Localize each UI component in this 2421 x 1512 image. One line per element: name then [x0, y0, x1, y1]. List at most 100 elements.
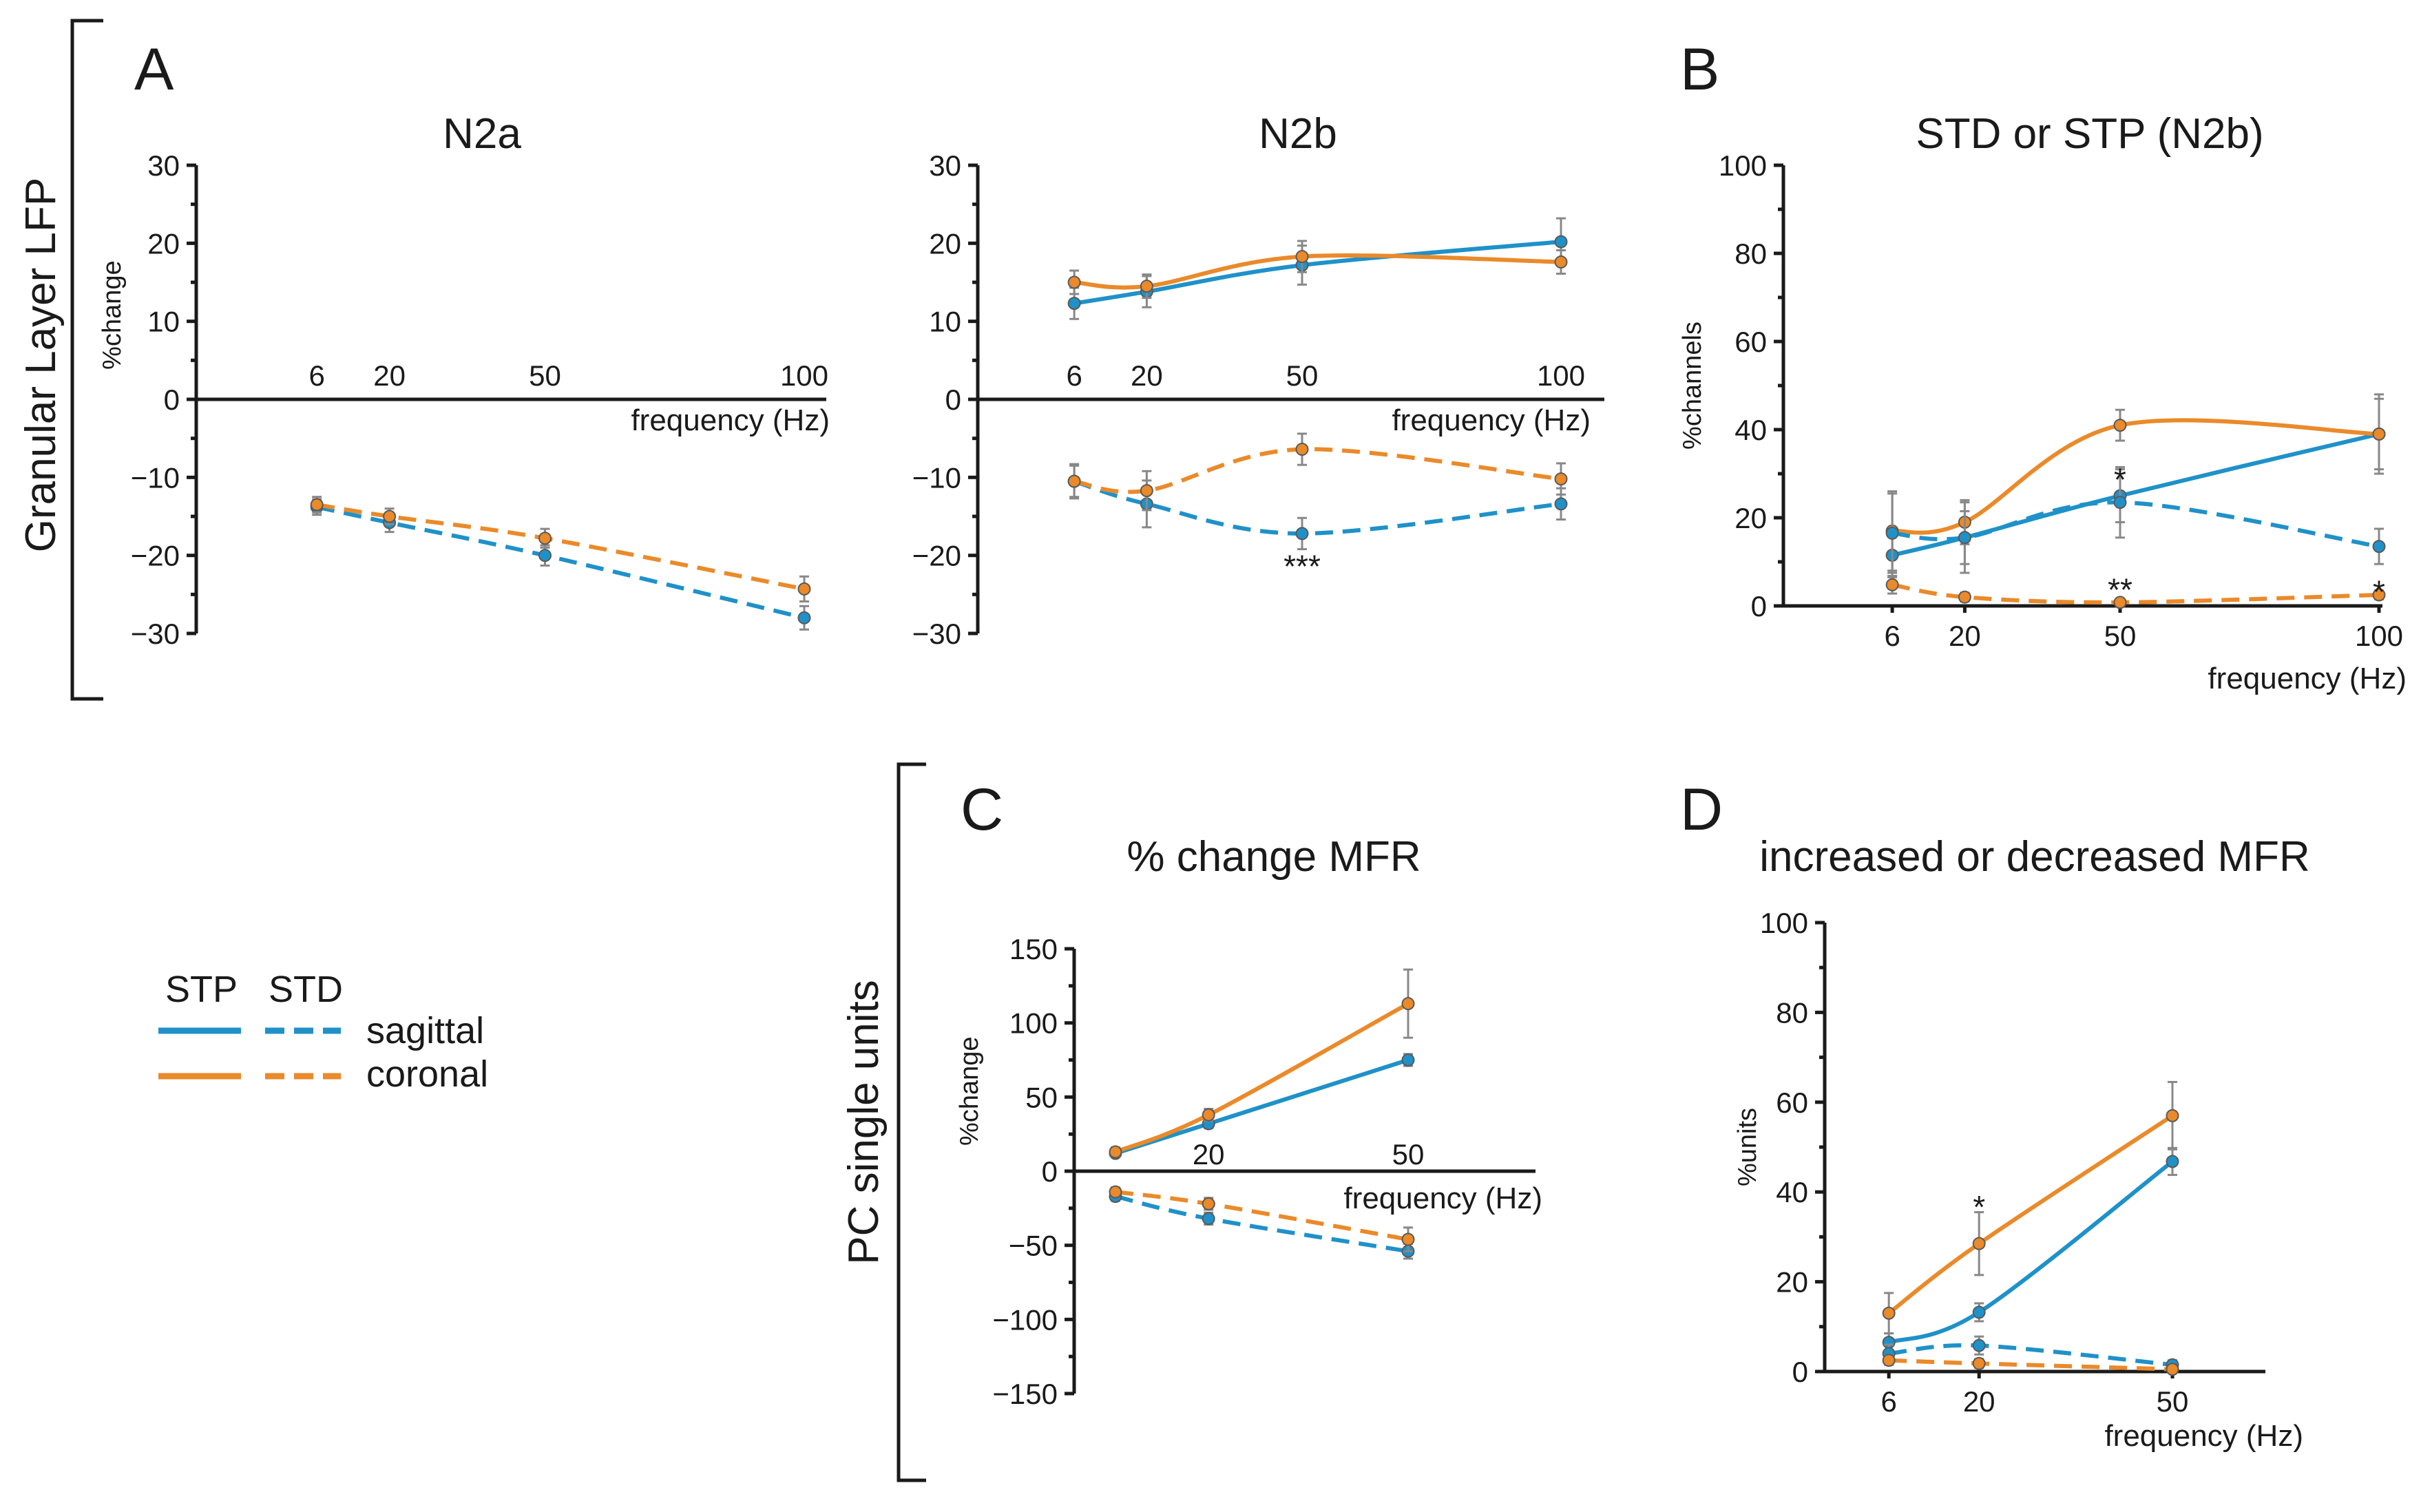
data-point: [797, 611, 811, 624]
data-point: [538, 532, 552, 545]
y-tick-label: 100: [1009, 1007, 1058, 1040]
series-line: [1888, 1159, 2174, 1345]
granular-group-label: Granular Layer LFP: [17, 178, 65, 552]
series-line: [1891, 418, 2380, 535]
data-point: [1958, 531, 1971, 545]
x-axis-label: frequency (Hz): [2104, 1419, 2303, 1453]
significance-marker: *: [2373, 574, 2385, 610]
x-axis-label: frequency (Hz): [2208, 662, 2407, 695]
x-tick-label: 20: [1963, 1385, 1995, 1418]
series-std-coronal: [1109, 1185, 1415, 1252]
panel-letter: B: [1680, 36, 1719, 103]
legend-sagittal-label: sagittal: [366, 1010, 484, 1051]
significance-marker: ***: [1283, 548, 1321, 584]
y-tick-label: 40: [1734, 414, 1767, 446]
data-point: [1109, 1145, 1122, 1159]
x-tick-label: 6: [1884, 620, 1900, 652]
y-tick-label: −30: [912, 618, 961, 650]
y-axis-label: %change: [98, 260, 127, 369]
y-tick-label: 30: [147, 149, 180, 182]
data-point: [2372, 427, 2386, 441]
data-point: [1972, 1237, 1986, 1250]
x-tick-label: 100: [780, 359, 828, 392]
panel-letter: D: [1680, 777, 1723, 843]
data-point: [1972, 1356, 1986, 1370]
series-std-coronal: [310, 496, 811, 603]
y-tick-label: −20: [912, 540, 961, 572]
legend: STP STD sagittal coronal: [158, 969, 488, 1095]
pc-group-label: PC single units: [840, 980, 888, 1265]
data-point: [538, 549, 552, 563]
x-tick-label: 20: [373, 359, 406, 392]
y-tick-label: 10: [929, 306, 961, 338]
x-axis-label: frequency (Hz): [1392, 403, 1591, 437]
y-tick-label: 80: [1776, 996, 1808, 1029]
series-line: [1115, 1058, 1409, 1156]
y-tick-label: 0: [945, 384, 961, 416]
y-tick-label: −10: [912, 461, 961, 494]
y-tick-label: 0: [1042, 1155, 1058, 1188]
y-tick-label: 100: [1760, 907, 1808, 939]
data-point: [1401, 1053, 1415, 1067]
chart-title: N2b: [1259, 110, 1337, 158]
data-point: [1109, 1185, 1122, 1199]
data-point: [1140, 484, 1153, 498]
data-point: [2113, 419, 2127, 432]
data-point: [2113, 496, 2127, 510]
series-stp-coronal: [1067, 240, 1568, 300]
series-stp-sagittal: [1882, 1146, 2179, 1353]
y-tick-label: 150: [1009, 933, 1058, 965]
x-tick-label: 50: [1286, 359, 1319, 392]
series-stp-coronal: [1885, 397, 2386, 572]
y-tick-label: 0: [164, 384, 180, 416]
y-tick-label: 20: [147, 227, 180, 260]
x-tick-label: 6: [309, 359, 325, 392]
y-axis-label: %channels: [1678, 322, 1707, 450]
x-tick-label: 6: [1880, 1385, 1896, 1418]
series-stp-sagittal: [1067, 217, 1568, 320]
y-tick-label: 20: [1734, 502, 1767, 534]
granular-bracket: [70, 19, 103, 701]
y-tick-label: 30: [929, 149, 961, 182]
data-point: [1295, 250, 1309, 264]
legend-coronal-label: coronal: [366, 1053, 488, 1095]
x-tick-label: 50: [1392, 1138, 1425, 1170]
series-std-coronal: [1882, 1354, 2179, 1376]
data-point: [1067, 297, 1081, 311]
panel-letter: C: [961, 777, 1003, 843]
y-tick-label: 40: [1776, 1176, 1808, 1208]
x-tick-label: 6: [1066, 359, 1082, 392]
series-stp-sagittal: [1109, 1053, 1415, 1160]
data-point: [1401, 1232, 1415, 1246]
data-point: [1202, 1197, 1215, 1210]
y-tick-label: 20: [1776, 1266, 1808, 1299]
x-tick-label: 50: [2157, 1385, 2189, 1418]
data-point: [1202, 1108, 1215, 1122]
significance-marker: *: [2114, 461, 2126, 497]
x-tick-label: 50: [529, 359, 561, 392]
chart-c: % change MFR C 150 100 50 0 −50 −100 −150 20 50 fre…: [955, 777, 1542, 1410]
data-point: [1882, 1306, 1896, 1320]
data-point: [1067, 474, 1081, 488]
series-line: [1115, 1194, 1409, 1254]
legend-std-label: STD: [269, 969, 343, 1010]
data-point: [1554, 255, 1568, 269]
y-tick-label: −100: [992, 1303, 1058, 1336]
chart-title: N2a: [443, 110, 521, 158]
significance-marker: **: [2108, 571, 2132, 607]
x-tick-label: 20: [1949, 620, 1981, 652]
data-point: [1554, 235, 1568, 249]
data-point: [2113, 596, 2127, 609]
y-tick-label: 80: [1734, 238, 1767, 270]
data-point: [1958, 590, 1971, 604]
series-std-sagittal: [1067, 463, 1568, 551]
series-line: [1887, 1113, 2174, 1315]
series-line: [1114, 1002, 1409, 1154]
data-point: [310, 498, 324, 512]
significance-marker: *: [1973, 1189, 1985, 1225]
y-tick-label: 60: [1776, 1086, 1808, 1119]
y-tick-label: −30: [131, 618, 180, 650]
data-point: [1972, 1338, 1986, 1352]
